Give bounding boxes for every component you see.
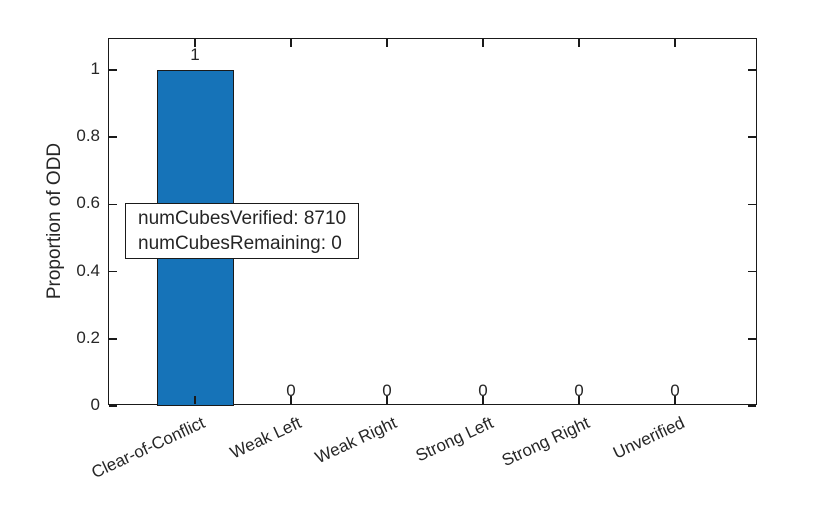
plot-area: 1 0 0 0 0 0 numCubesVerified: 8710 numCubesRema… bbox=[108, 38, 757, 407]
bar-value-label: 0 bbox=[478, 381, 488, 400]
y-tick bbox=[748, 136, 756, 138]
x-category-label: Weak Right bbox=[312, 413, 401, 468]
y-tick bbox=[109, 69, 117, 71]
y-tick bbox=[109, 136, 117, 138]
annotation-box: numCubesVerified: 8710 numCubesRemaining:… bbox=[125, 203, 360, 259]
y-tick bbox=[109, 405, 117, 407]
y-tick bbox=[109, 203, 117, 206]
x-tick bbox=[674, 39, 676, 47]
x-tick bbox=[578, 396, 580, 404]
y-tick bbox=[748, 203, 756, 206]
annotation-line: numCubesVerified: 8710 bbox=[138, 208, 347, 229]
annotation-line: numCubesRemaining: 0 bbox=[138, 233, 342, 254]
x-category-label: Strong Right bbox=[498, 413, 593, 471]
y-tick-label: 0.6 bbox=[76, 193, 100, 213]
x-tick bbox=[386, 39, 388, 47]
x-tick bbox=[194, 39, 196, 47]
x-tick bbox=[386, 396, 388, 404]
x-tick bbox=[290, 396, 292, 404]
bar-value-label: 1 bbox=[190, 45, 200, 64]
x-category-label: Clear-of-Conflict bbox=[88, 413, 209, 483]
y-tick bbox=[109, 270, 117, 273]
x-tick bbox=[482, 396, 484, 404]
bar-value-label: 0 bbox=[574, 381, 584, 400]
y-tick-label: 1 bbox=[90, 59, 100, 78]
y-tick-label: 0.8 bbox=[76, 126, 100, 146]
x-tick bbox=[578, 39, 580, 47]
x-tick bbox=[194, 396, 196, 404]
y-tick bbox=[109, 338, 117, 340]
x-category-label: Strong Left bbox=[412, 413, 497, 466]
bar-value-label: 0 bbox=[382, 381, 392, 400]
y-tick-label: 0 bbox=[90, 395, 100, 414]
y-tick bbox=[748, 405, 756, 407]
y-tick bbox=[748, 338, 756, 340]
x-tick bbox=[482, 39, 484, 47]
x-category-label: Weak Left bbox=[226, 413, 305, 463]
bar-value-label: 0 bbox=[286, 381, 296, 400]
x-tick bbox=[674, 396, 676, 404]
bar-value-label: 0 bbox=[670, 381, 680, 400]
x-tick bbox=[290, 39, 292, 47]
x-category-label: Unverified bbox=[610, 413, 689, 463]
y-tick-label: 0.2 bbox=[76, 327, 100, 347]
y-tick bbox=[748, 69, 756, 71]
y-tick bbox=[748, 270, 756, 273]
y-tick-label: 0.4 bbox=[76, 260, 100, 280]
